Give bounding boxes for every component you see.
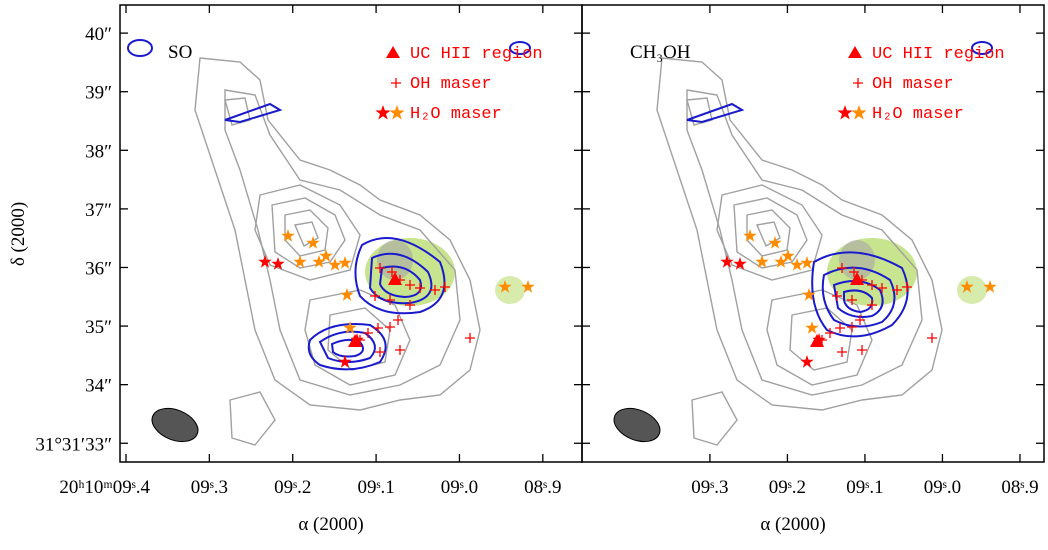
y-tick-label: 37″ [85,200,112,221]
x-axis-label: α (2000) [298,514,363,535]
x-tick-label: 09ˢ.2 [274,477,311,498]
oh-maser [927,333,937,343]
x-tick-label: 09ˢ.0 [924,477,961,498]
blue-contour [687,104,742,122]
h2o-maser [743,229,756,242]
h2o-maser [790,258,803,271]
emission [957,276,987,304]
legend-label: OH maser [872,75,954,94]
beam [147,402,203,448]
panel-label: SO [168,42,192,63]
h2o-maser [338,256,351,269]
gray-contour [230,392,275,445]
x-tick-label: 09ˢ.3 [191,477,228,498]
gray-contour [734,198,807,268]
h2o-maser [281,229,294,242]
oh-maser [391,78,401,88]
map [609,42,1048,448]
x-tick-label: 09ˢ.1 [846,477,883,498]
h2o-maser [258,255,271,268]
legend-marker [837,105,852,120]
oh-maser [847,322,857,332]
y-tick-label: 36″ [85,258,112,279]
x-tick-label: 09ˢ.2 [769,477,806,498]
oh-maser [373,323,383,333]
blue-contour [128,40,152,56]
y-tick-label: 38″ [85,141,112,162]
y-tick-label: 39″ [85,83,112,104]
oh-maser [385,322,395,332]
h2o-maser [800,355,813,368]
emission [495,276,525,304]
contours [128,40,535,448]
oh-maser [465,333,475,343]
x-tick-label: 09ˢ.3 [691,477,728,498]
beam [609,402,665,448]
h2o-maser [340,288,353,301]
x-axis-label: α (2000) [760,514,825,535]
legend-label: UC HII region [872,45,1005,64]
legend-label: UC HII region [410,45,543,64]
legend-label: H₂O maser [410,105,502,124]
legend-marker [851,105,866,120]
gray-contour [692,392,737,445]
legend-label: OH maser [410,75,492,94]
gray-contour [272,198,345,268]
x-tick-label: 09ˢ.1 [357,477,394,498]
contours [609,42,1048,448]
x-tick-label: 08ˢ.9 [524,477,561,498]
legend-label: H₂O maser [872,105,964,124]
y-axis-label: δ (2000) [8,202,29,266]
oh-maser [363,328,373,338]
y-tick-label: 40″ [85,24,112,45]
panel-label: CH₃OH [630,42,691,63]
gray-contour [285,210,328,256]
y-tick-label: 35″ [85,317,112,338]
frame [582,5,1044,462]
h2o-maser [805,321,818,334]
legend-marker [389,105,404,120]
h2o-maser [800,256,813,269]
x-tick-label: 08ˢ.9 [1001,477,1038,498]
y-tick-label: 31°31′33″ [35,434,112,455]
blue-contour [225,104,280,122]
h2o-maser [328,258,341,271]
legend-marker [848,46,862,58]
legend-marker [375,105,390,120]
x-tick-label: 20ʰ10ᵐ09ˢ.4 [59,477,150,498]
legend-marker [386,46,400,58]
figure: δ (2000) SO UC HII region OH maser H₂O mase… [0,0,1048,545]
frame [120,5,582,462]
map [128,40,535,448]
y-tick-label: 34″ [85,376,112,397]
oh-maser [837,347,847,357]
oh-maser [393,315,403,325]
oh-maser [853,78,863,88]
h2o-maser [720,255,733,268]
x-tick-label: 09ˢ.0 [441,477,478,498]
gray-contour [747,210,790,256]
